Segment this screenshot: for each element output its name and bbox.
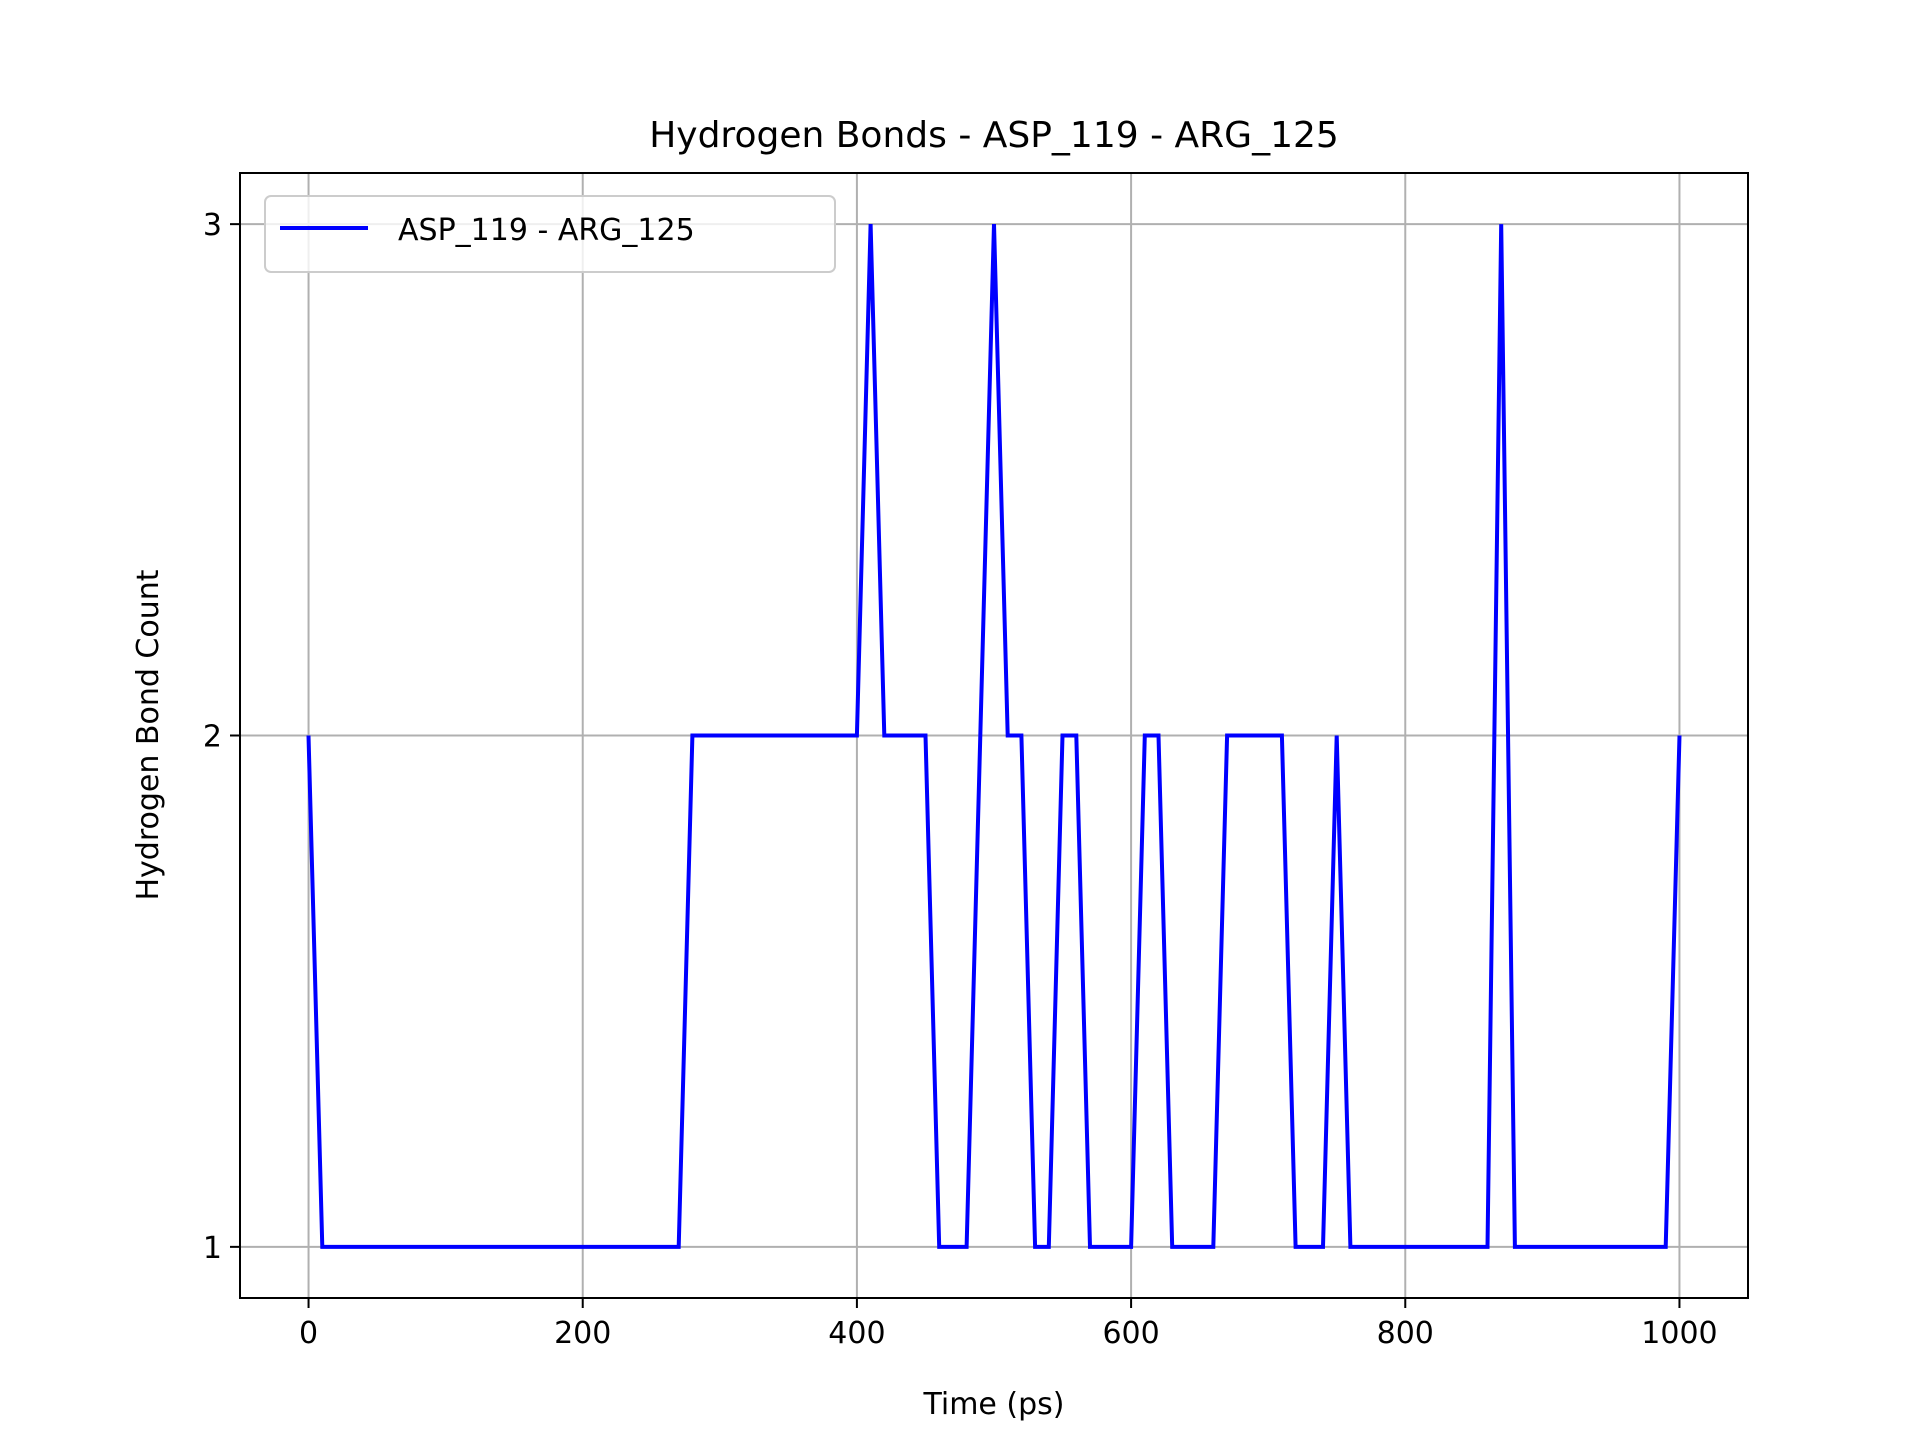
legend-entry-label: ASP_119 - ARG_125 xyxy=(398,213,695,248)
series-layer xyxy=(306,224,1682,1249)
x-tick-label: 0 xyxy=(299,1316,318,1351)
x-tick-label: 1000 xyxy=(1641,1316,1717,1351)
y-axis-label: Hydrogen Bond Count xyxy=(131,569,166,900)
x-tick-label: 200 xyxy=(554,1316,611,1351)
chart-title: Hydrogen Bonds - ASP_119 - ARG_125 xyxy=(649,115,1339,156)
x-axis: 0 200 400 600 800 1000 xyxy=(299,1298,1718,1351)
y-axis: 1 2 3 xyxy=(203,208,240,1266)
y-tick-label: 1 xyxy=(203,1231,222,1266)
x-tick-label: 800 xyxy=(1377,1316,1434,1351)
y-tick-label: 2 xyxy=(203,720,222,755)
series-line xyxy=(306,224,1682,1249)
x-tick-label: 600 xyxy=(1102,1316,1159,1351)
legend-box xyxy=(264,195,836,273)
x-axis-label: Time (ps) xyxy=(922,1387,1064,1422)
x-tick-label: 400 xyxy=(828,1316,885,1351)
y-tick-label: 3 xyxy=(203,208,222,243)
legend: ASP_119 - ARG_125 xyxy=(264,195,836,273)
